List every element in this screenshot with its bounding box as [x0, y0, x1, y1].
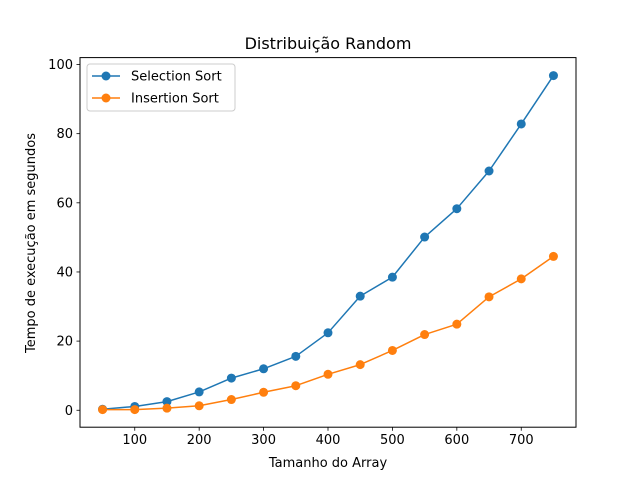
- data-point-insertion-sort: [548, 251, 558, 261]
- series-layer: [98, 71, 558, 415]
- data-point-insertion-sort: [162, 403, 172, 413]
- data-point-selection-sort: [323, 328, 333, 338]
- x-axis-ticks: 100 200 300 400 500 600 700: [122, 427, 534, 448]
- data-point-insertion-sort: [130, 405, 140, 415]
- data-point-selection-sort: [226, 373, 236, 383]
- y-tick-label: 20: [56, 335, 73, 350]
- y-tick-label: 60: [56, 196, 73, 211]
- x-tick-label: 300: [251, 433, 276, 448]
- data-point-selection-sort: [484, 166, 494, 176]
- y-tick-label: 100: [48, 58, 73, 73]
- data-point-selection-sort: [387, 272, 397, 282]
- y-tick-label: 40: [56, 265, 73, 280]
- data-point-selection-sort: [548, 71, 558, 81]
- y-axis-ticks: 0 20 40 60 80 100: [48, 58, 80, 419]
- x-tick-label: 400: [316, 433, 341, 448]
- data-point-selection-sort: [291, 351, 301, 361]
- data-point-selection-sort: [162, 397, 172, 407]
- data-point-insertion-sort: [259, 387, 269, 397]
- legend-box: [86, 63, 236, 112]
- chart-title: Distribuição Random: [245, 34, 412, 53]
- data-point-insertion-sort: [194, 401, 204, 411]
- x-tick-label: 100: [122, 433, 147, 448]
- plot-area-frame: [79, 57, 577, 428]
- data-point-insertion-sort: [323, 369, 333, 379]
- data-point-selection-sort: [259, 364, 269, 374]
- data-point-insertion-sort: [226, 395, 236, 405]
- y-axis-label: Tempo de execução em segundos: [24, 133, 39, 354]
- legend-marker-selection-sort: [101, 71, 111, 81]
- x-axis-label: Tamanho do Array: [268, 456, 388, 471]
- x-tick-label: 200: [187, 433, 212, 448]
- data-point-insertion-sort: [420, 330, 430, 340]
- x-tick-label: 600: [444, 433, 469, 448]
- data-point-selection-sort: [420, 232, 430, 242]
- data-point-insertion-sort: [98, 405, 108, 415]
- legend-marker-insertion-sort: [101, 93, 111, 103]
- legend-label-insertion-sort: Insertion Sort: [131, 92, 219, 107]
- data-point-selection-sort: [355, 291, 365, 301]
- data-point-selection-sort: [194, 387, 204, 397]
- y-tick-label: 80: [56, 127, 73, 142]
- data-point-insertion-sort: [387, 345, 397, 355]
- data-point-insertion-sort: [355, 360, 365, 370]
- x-tick-label: 700: [509, 433, 534, 448]
- data-point-selection-sort: [452, 204, 462, 214]
- data-point-selection-sort: [516, 119, 526, 129]
- data-point-insertion-sort: [484, 292, 494, 302]
- x-tick-label: 500: [380, 433, 405, 448]
- data-point-insertion-sort: [452, 319, 462, 329]
- y-tick-label: 0: [65, 404, 73, 419]
- data-point-insertion-sort: [291, 381, 301, 391]
- data-point-insertion-sort: [516, 274, 526, 284]
- legend: Selection Sort Insertion Sort: [86, 63, 236, 112]
- legend-label-selection-sort: Selection Sort: [131, 70, 222, 85]
